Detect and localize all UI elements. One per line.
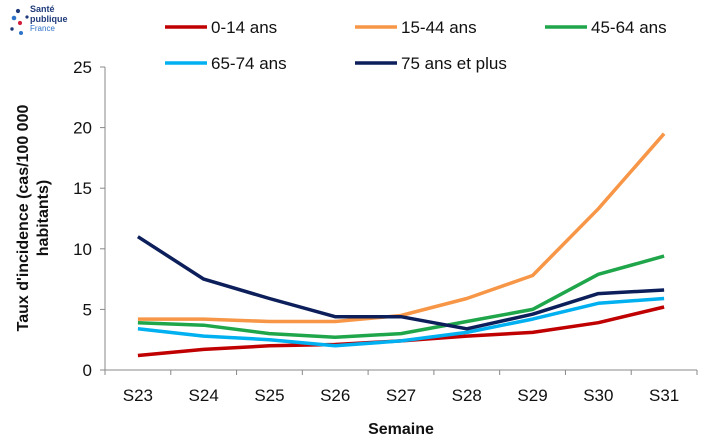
sante-publique-france-logo: Santé publique France [10, 4, 68, 35]
x-tick-label: S27 [386, 386, 416, 405]
series-lines [136, 132, 666, 358]
legend-item-4: 75 ans et plus [355, 54, 507, 73]
x-axis-title: Semaine [368, 421, 434, 438]
legend-label: 0-14 ans [211, 18, 277, 37]
legend-item-2: 45-64 ans [545, 18, 667, 37]
legend: 0-14 ans 15-44 ans 45-64 ans 65-74 ans 75 an… [165, 18, 667, 73]
y-tick-label: 5 [83, 300, 92, 319]
y-axis-title-line2: habitants) [35, 180, 52, 256]
x-tick-label: S29 [517, 386, 547, 405]
x-tick-label: S23 [123, 386, 153, 405]
legend-item-0: 0-14 ans [165, 18, 277, 37]
legend-label: 15-44 ans [401, 18, 477, 37]
x-tick-label: S30 [583, 386, 613, 405]
logo-dot [25, 15, 29, 19]
y-tick-label: 25 [73, 58, 92, 77]
y-tick-label: 15 [73, 179, 92, 198]
y-tick-label: 0 [83, 361, 92, 380]
legend-label: 45-64 ans [591, 18, 667, 37]
x-tick-label: S24 [189, 386, 219, 405]
series-line-1 [137, 132, 666, 324]
logo-text-line3: France [30, 24, 55, 33]
logo-text-line1: Santé [30, 4, 55, 14]
y-axis-title-line1: Taux d'incidence (cas/100 000 [15, 105, 32, 332]
x-ticks: S23 S24 S25 S26 S27 S28 S29 S30 S31 [104, 370, 698, 405]
logo-dot [17, 20, 23, 26]
series-line-4 [136, 235, 665, 331]
legend-item-1: 15-44 ans [355, 18, 477, 37]
x-tick-label: S28 [452, 386, 482, 405]
logo-dot [19, 31, 23, 35]
y-axis-title: Taux d'incidence (cas/100 000 habitants) [15, 105, 52, 332]
x-tick-label: S26 [320, 386, 350, 405]
y-tick-label: 10 [73, 240, 92, 259]
y-tick-label: 20 [73, 119, 92, 138]
y-ticks: 0 5 10 15 20 25 [73, 58, 105, 380]
logo-dot [10, 27, 14, 31]
logo-dot [11, 15, 17, 21]
legend-label: 75 ans et plus [401, 54, 507, 73]
series-line-3 [137, 296, 665, 348]
x-tick-label: S31 [649, 386, 679, 405]
x-tick-label: S25 [254, 386, 284, 405]
logo-text-line2: publique [30, 14, 68, 24]
logo-dot [15, 8, 21, 14]
series-line-2 [137, 254, 665, 340]
legend-item-3: 65-74 ans [165, 54, 287, 73]
legend-label: 65-74 ans [211, 54, 287, 73]
